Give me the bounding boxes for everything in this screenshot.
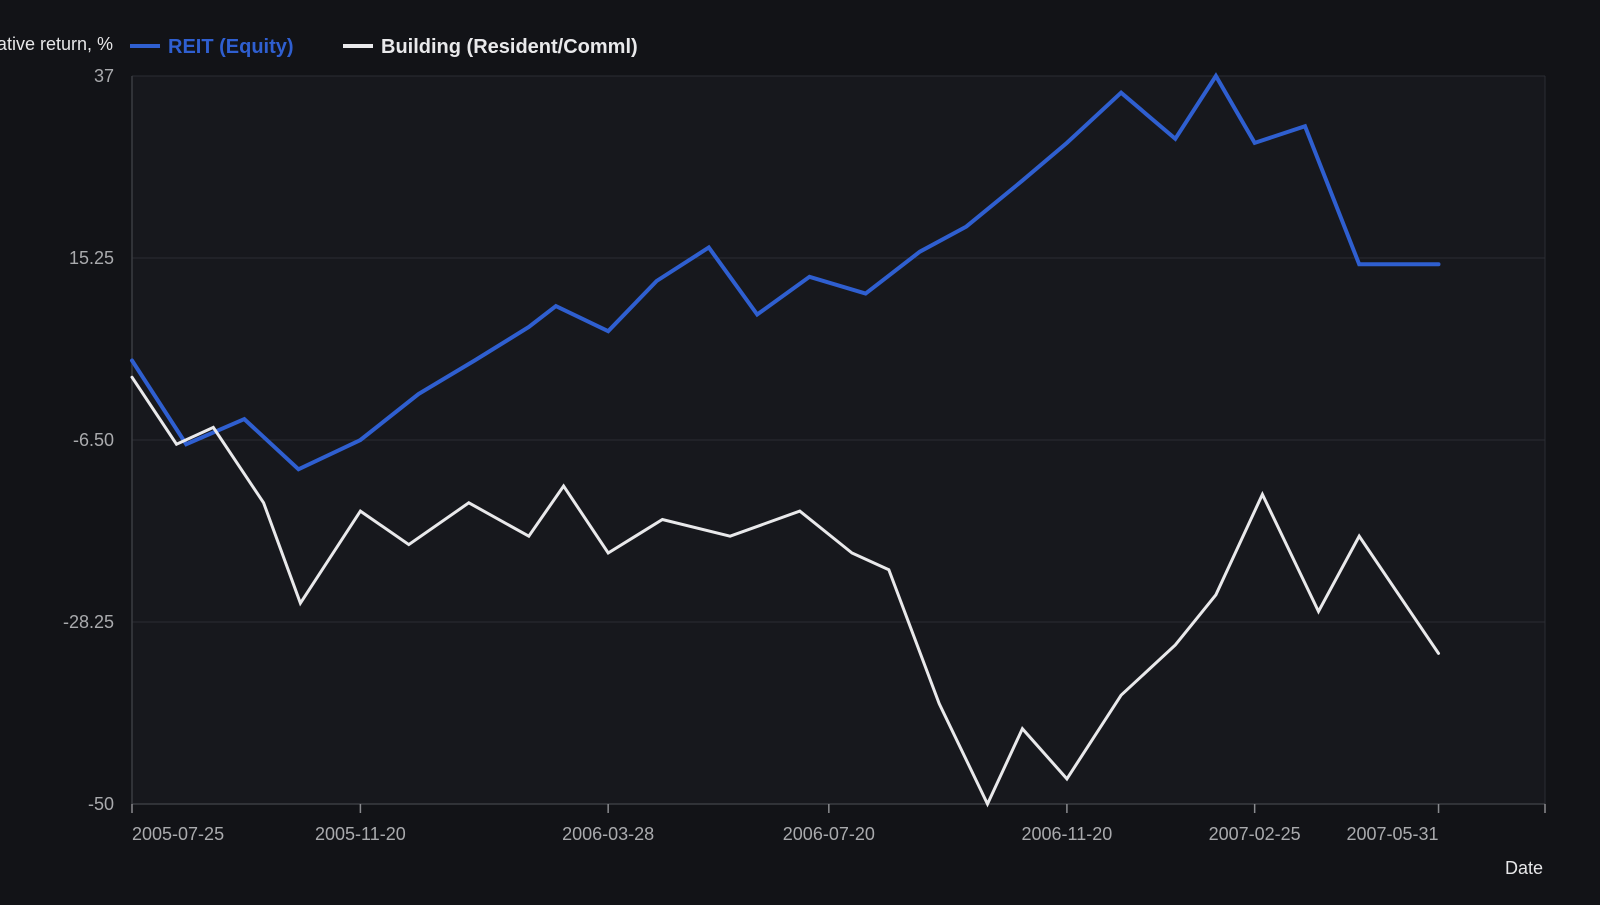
series-line-building[interactable]	[130, 375, 1440, 808]
y-tick-label: 37	[94, 66, 114, 86]
legend-item-reit[interactable]: REIT (Equity)	[130, 36, 294, 58]
x-tick-label: 2006-11-20	[1022, 824, 1113, 844]
x-tick-label: 2006-07-20	[783, 824, 875, 844]
series-lines	[130, 72, 1441, 808]
x-tick-label: 2007-02-25	[1209, 824, 1301, 844]
x-axis-label: Date	[1505, 858, 1543, 878]
y-tick-label: -6.50	[73, 430, 114, 450]
legend-label-building: Building (Resident/Comml)	[381, 36, 638, 58]
x-tick-label: 2005-07-25	[132, 824, 224, 844]
y-tick-label: 15.25	[69, 248, 114, 268]
legend[interactable]: REIT (Equity) Building (Resident/Comml)	[130, 36, 638, 58]
y-tick-label: -28.25	[63, 612, 114, 632]
y-axis-label: Cumulative return, %	[0, 34, 113, 54]
y-tick-label: -50	[88, 794, 114, 814]
axes: 37 15.25 -6.50 -28.25 -50 2005-07-25 2005-11-2…	[63, 66, 1546, 844]
legend-label-reit: REIT (Equity)	[168, 36, 294, 58]
axis-labels: Cumulative return, % Date	[0, 34, 1543, 878]
grid-lines	[132, 75, 1545, 805]
x-tick-label: 2005-11-20	[315, 824, 406, 844]
legend-item-building[interactable]: Building (Resident/Comml)	[343, 36, 638, 58]
x-tick-label: 2006-03-28	[562, 824, 654, 844]
x-tick-label: 2007-05-31	[1346, 824, 1438, 844]
series-line-reit[interactable]	[130, 72, 1441, 472]
